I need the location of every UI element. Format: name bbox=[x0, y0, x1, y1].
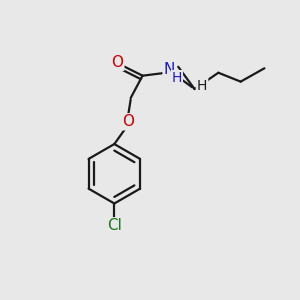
Text: H: H bbox=[172, 71, 182, 85]
Text: N: N bbox=[164, 62, 175, 77]
Text: O: O bbox=[111, 55, 123, 70]
Text: H: H bbox=[197, 79, 207, 92]
Text: Cl: Cl bbox=[107, 218, 122, 233]
Text: O: O bbox=[122, 114, 134, 129]
